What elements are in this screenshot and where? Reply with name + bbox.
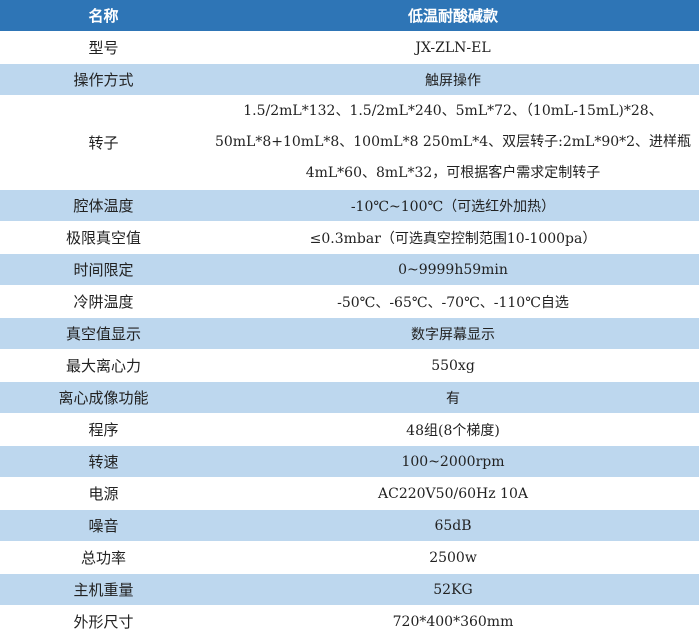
spec-value: 有 xyxy=(207,381,699,414)
table-row: 操作方式 触屏操作 xyxy=(0,63,699,96)
spec-value: 1.5/2mL*132、1.5/2mL*240、5mL*72、（10mL-15m… xyxy=(207,95,699,190)
spec-label: 程序 xyxy=(0,413,207,446)
spec-label: 冷阱温度 xyxy=(0,285,207,318)
spec-value: 720*400*360mm xyxy=(207,605,699,638)
table-row: 噪音 65dB xyxy=(0,509,699,542)
spec-label: 真空值显示 xyxy=(0,317,207,350)
spec-value: ≤0.3mbar（可选真空控制范围10-1000pa） xyxy=(207,221,699,254)
table-row: 外形尺寸 720*400*360mm xyxy=(0,605,699,638)
table-row: 总功率 2500w xyxy=(0,541,699,574)
table-row: 腔体温度 -10℃~100℃（可选红外加热） xyxy=(0,189,699,222)
spec-label: 外形尺寸 xyxy=(0,605,207,638)
table-row: 型号 JX-ZLN-EL xyxy=(0,31,699,64)
spec-value: 0~9999h59min xyxy=(207,253,699,286)
spec-value: 100~2000rpm xyxy=(207,445,699,478)
table-row: 真空值显示 数字屏幕显示 xyxy=(0,317,699,350)
table-row: 最大离心力 550xg xyxy=(0,349,699,382)
spec-label: 主机重量 xyxy=(0,573,207,606)
spec-value: 触屏操作 xyxy=(207,63,699,96)
spec-value: -50℃、-65℃、-70℃、-110℃自选 xyxy=(207,285,699,318)
table-row: 极限真空值 ≤0.3mbar（可选真空控制范围10-1000pa） xyxy=(0,221,699,254)
spec-label: 时间限定 xyxy=(0,253,207,286)
spec-value: 数字屏幕显示 xyxy=(207,317,699,350)
spec-value: 48组(8个梯度) xyxy=(207,413,699,446)
spec-label: 最大离心力 xyxy=(0,349,207,382)
spec-label: 离心成像功能 xyxy=(0,381,207,414)
table-row: 时间限定 0~9999h59min xyxy=(0,253,699,286)
header-name: 名称 xyxy=(0,0,207,32)
spec-value: 52KG xyxy=(207,573,699,606)
spec-label: 腔体温度 xyxy=(0,189,207,222)
spec-value-line: 50mL*8+10mL*8、100mL*8 250mL*4、双层转子:2mL*9… xyxy=(214,134,692,150)
header-row: 名称 低温耐酸碱款 xyxy=(0,0,699,32)
spec-label: 操作方式 xyxy=(0,63,207,96)
spec-label: 噪音 xyxy=(0,509,207,542)
header-model: 低温耐酸碱款 xyxy=(207,0,699,32)
table-row: 主机重量 52KG xyxy=(0,573,699,606)
table-row: 程序 48组(8个梯度) xyxy=(0,413,699,446)
spec-label: 型号 xyxy=(0,31,207,64)
spec-label: 极限真空值 xyxy=(0,221,207,254)
table-row: 冷阱温度 -50℃、-65℃、-70℃、-110℃自选 xyxy=(0,285,699,318)
table-row: 转子 1.5/2mL*132、1.5/2mL*240、5mL*72、（10mL-1… xyxy=(0,95,699,190)
spec-label: 转速 xyxy=(0,445,207,478)
table-row: 电源 AC220V50/60Hz 10A xyxy=(0,477,699,510)
spec-value: -10℃~100℃（可选红外加热） xyxy=(207,189,699,222)
spec-value: 550xg xyxy=(207,349,699,382)
spec-value: JX-ZLN-EL xyxy=(207,31,699,64)
table-row: 离心成像功能有 xyxy=(0,381,699,414)
table-row: 转速 100~2000rpm xyxy=(0,445,699,478)
spec-value: 65dB xyxy=(207,509,699,542)
spec-label: 转子 xyxy=(0,95,207,190)
spec-value-line: 4mL*60、8mL*32，可根据客户需求定制转子 xyxy=(305,165,601,181)
spec-value: AC220V50/60Hz 10A xyxy=(207,477,699,510)
spec-label: 总功率 xyxy=(0,541,207,574)
spec-label: 电源 xyxy=(0,477,207,510)
spec-value: 2500w xyxy=(207,541,699,574)
spec-value-line: 1.5/2mL*132、1.5/2mL*240、5mL*72、（10mL-15m… xyxy=(243,103,663,119)
